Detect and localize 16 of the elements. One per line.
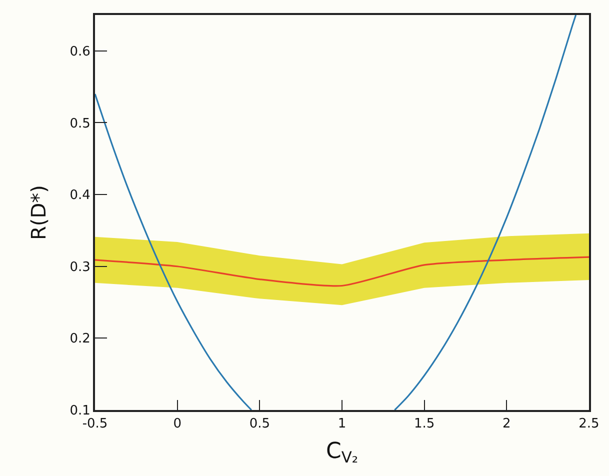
y-tick-label: 0.4 — [70, 188, 90, 204]
x-tick-label: -0.5 — [82, 416, 108, 432]
x-tick-label: 0 — [173, 416, 182, 432]
x-tick-label: 2 — [502, 416, 511, 432]
y-tick-label: 0.6 — [70, 44, 90, 60]
line-series — [95, 256, 589, 287]
y-tick-label: 0.3 — [70, 260, 90, 275]
x-axis-title: C$_{V₂}$ — [326, 439, 358, 467]
y-tick-label: 0.2 — [70, 332, 90, 347]
x-tick-label: 2.5 — [578, 416, 600, 432]
x-tick-label: 0.5 — [249, 416, 270, 432]
x-tick-label: 1 — [338, 416, 346, 432]
y-tick-label: 0.5 — [70, 116, 90, 132]
y-tick-label: 0.1 — [70, 404, 90, 419]
x-tick-label: 1.5 — [414, 416, 435, 432]
y-axis-title: R(D*) — [26, 185, 51, 240]
